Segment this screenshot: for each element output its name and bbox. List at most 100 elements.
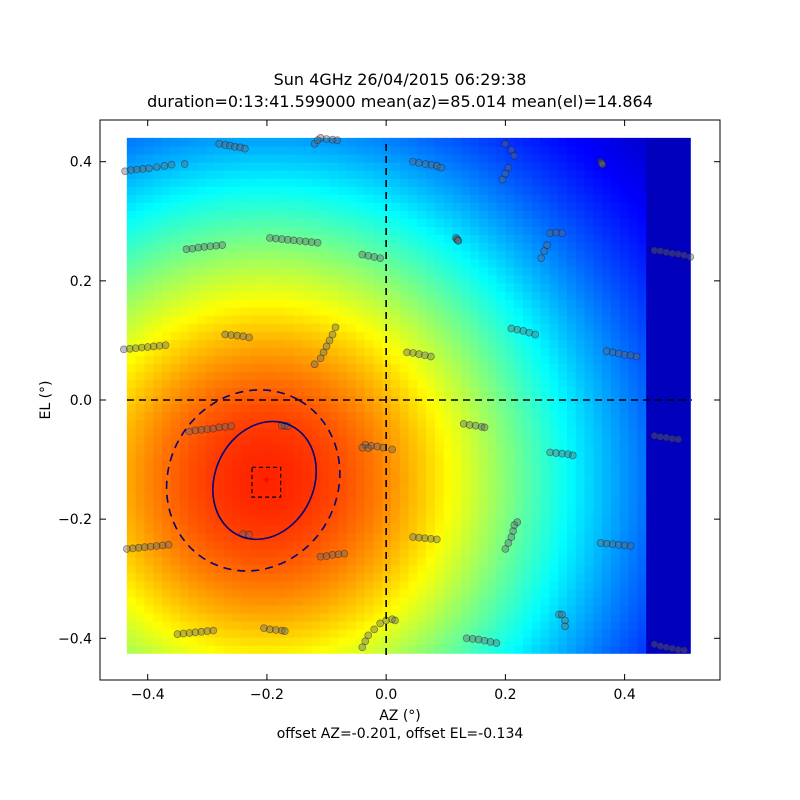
heatmap-cell xyxy=(241,298,251,308)
heatmap-cell xyxy=(654,137,665,147)
heatmap-cell xyxy=(593,459,603,469)
heatmap-cell xyxy=(496,435,506,445)
scan-point xyxy=(197,627,206,636)
heatmap-cell xyxy=(267,178,278,187)
heatmap-cell xyxy=(241,210,251,219)
heatmap-cell xyxy=(452,371,462,381)
scan-point xyxy=(241,144,249,153)
heatmap-cell xyxy=(214,274,225,284)
heatmap-cell xyxy=(206,306,216,316)
heatmap-cell xyxy=(619,516,630,525)
heatmap-cell xyxy=(232,516,242,525)
heatmap-cell xyxy=(672,153,682,163)
heatmap-cell xyxy=(672,492,682,501)
heatmap-cell xyxy=(514,266,524,276)
heatmap-cell xyxy=(338,620,348,630)
heatmap-cell xyxy=(558,274,568,284)
heatmap-cell xyxy=(628,588,638,598)
heatmap-cell xyxy=(364,556,374,566)
heatmap-cell xyxy=(126,250,137,260)
heatmap-cell xyxy=(584,315,594,324)
heatmap-cell xyxy=(681,604,691,614)
heatmap-cell xyxy=(390,419,401,429)
heatmap-cell xyxy=(188,580,198,590)
heatmap-cell xyxy=(417,572,427,582)
heatmap-cell xyxy=(206,290,216,300)
heatmap-cell xyxy=(390,234,401,244)
heatmap-cell xyxy=(346,516,357,525)
heatmap-cell xyxy=(170,145,181,155)
scan-point xyxy=(143,343,152,351)
heatmap-cell xyxy=(390,508,401,517)
heatmap-cell xyxy=(443,556,454,566)
heatmap-cell xyxy=(214,484,225,493)
heatmap-cell xyxy=(320,540,330,550)
heatmap-cell xyxy=(126,186,137,195)
heatmap-cell xyxy=(346,612,357,622)
heatmap-cell xyxy=(496,242,506,252)
heatmap-cell xyxy=(654,226,665,236)
heatmap-cell xyxy=(637,468,647,477)
heatmap-cell xyxy=(364,403,374,413)
heatmap-cell xyxy=(566,315,577,324)
heatmap-cell xyxy=(487,451,498,461)
heatmap-cell xyxy=(241,234,251,244)
heatmap-cell xyxy=(250,500,260,509)
heatmap-cell xyxy=(540,315,550,324)
heatmap-cell xyxy=(170,137,181,147)
scan-point xyxy=(185,427,194,436)
heatmap-cell xyxy=(531,645,542,654)
heatmap-cell xyxy=(619,492,630,501)
heatmap-cell xyxy=(637,258,647,268)
heatmap-cell xyxy=(461,355,471,364)
heatmap-cell xyxy=(223,250,234,260)
heatmap-cell xyxy=(531,234,542,244)
heatmap-cell xyxy=(179,290,190,300)
heatmap-cell xyxy=(681,363,691,372)
heatmap-cell xyxy=(602,620,612,630)
heatmap-cell xyxy=(681,178,691,187)
heatmap-cell xyxy=(223,540,234,550)
heatmap-cell xyxy=(496,524,506,534)
heatmap-cell xyxy=(549,371,559,381)
heatmap-cell xyxy=(179,556,190,566)
heatmap-cell xyxy=(514,596,524,606)
heatmap-cell xyxy=(153,194,163,203)
heatmap-cell xyxy=(566,290,577,300)
scan-point xyxy=(454,237,463,245)
scan-point xyxy=(468,635,477,643)
heatmap-cell xyxy=(241,451,251,461)
heatmap-cell xyxy=(241,604,251,614)
heatmap-cell xyxy=(602,459,612,469)
heatmap-cell xyxy=(654,178,665,187)
heatmap-cell xyxy=(170,162,181,171)
heatmap-cell xyxy=(593,145,603,155)
heatmap-cell xyxy=(593,629,603,638)
scan-point xyxy=(480,636,489,645)
heatmap-cell xyxy=(426,153,436,163)
heatmap-cell xyxy=(294,612,304,622)
heatmap-cell xyxy=(153,629,163,638)
heatmap-cell xyxy=(188,645,198,654)
heatmap-cell xyxy=(408,323,418,332)
heatmap-cell xyxy=(610,508,621,517)
heatmap-cell xyxy=(487,403,498,413)
heatmap-cell xyxy=(584,548,594,558)
heatmap-cell xyxy=(232,226,242,236)
heatmap-cell xyxy=(558,282,568,292)
heatmap-cell xyxy=(654,604,665,614)
heatmap-cell xyxy=(478,508,489,517)
heatmap-cell xyxy=(628,347,638,356)
scan-point xyxy=(245,333,253,342)
scan-point xyxy=(558,449,566,458)
heatmap-cell xyxy=(267,596,278,606)
heatmap-cell xyxy=(593,298,603,308)
heatmap-cell xyxy=(461,492,471,501)
heatmap-cell xyxy=(496,564,506,574)
heatmap-cell xyxy=(135,427,146,437)
heatmap-cell xyxy=(294,194,304,203)
heatmap-cell xyxy=(426,218,436,228)
heatmap-cell xyxy=(126,331,137,340)
heatmap-cell xyxy=(232,427,242,437)
heatmap-cell xyxy=(179,620,190,630)
